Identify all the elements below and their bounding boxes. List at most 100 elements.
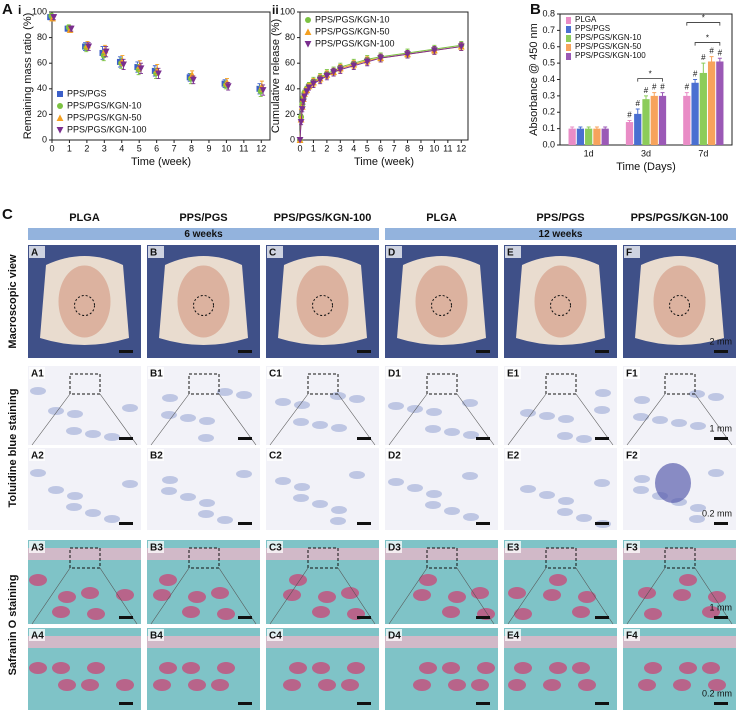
y-tick-label: 0: [42, 134, 47, 144]
micrograph: B3: [147, 540, 260, 625]
row-label: Macroscopic view: [7, 254, 19, 349]
marker: [259, 87, 267, 94]
cell-label: F1: [626, 369, 638, 380]
cell-label-bg: [29, 367, 45, 379]
micrograph: E4: [504, 628, 617, 710]
stain: [199, 499, 215, 507]
legend-label: PPS/PGS/KGN-10: [315, 14, 390, 24]
stain: [463, 513, 479, 521]
legend-swatch: [566, 17, 571, 24]
stain: [293, 418, 309, 426]
zoom-box: [307, 547, 339, 569]
error-bar: [635, 108, 640, 119]
stain: [66, 427, 82, 435]
stain: [180, 493, 196, 501]
marker: [296, 137, 304, 144]
x-tick-label: 8: [405, 143, 410, 153]
zoom-line: [388, 393, 495, 446]
zoom-line: [507, 393, 614, 446]
cell-label-bg: [267, 367, 283, 379]
zoom-line: [507, 567, 614, 625]
cell-label: D1: [388, 369, 401, 380]
marker: [305, 84, 313, 92]
scale-bar: [476, 437, 490, 440]
cell-label-bg: [148, 246, 164, 258]
bone: [578, 679, 596, 691]
scale-bar: [238, 702, 252, 705]
bone: [508, 587, 526, 599]
x-tick-label: 10: [429, 143, 439, 153]
marker: [56, 127, 64, 134]
bone: [673, 679, 691, 691]
error-bar: [652, 92, 657, 100]
x-tick-label: 2: [324, 143, 329, 153]
stain: [331, 424, 347, 432]
cell-label-bg: [386, 367, 402, 379]
scale-bar: [119, 437, 133, 440]
bar: [576, 128, 585, 145]
tissue-core: [534, 265, 587, 338]
marker: [56, 114, 64, 121]
legend-label: PPS/PGS/KGN-100: [575, 51, 646, 60]
micrograph: C4: [266, 628, 379, 710]
cell-label-bg: [505, 449, 521, 461]
panel-label: A: [2, 1, 13, 18]
stain: [85, 509, 101, 517]
stain: [558, 415, 574, 423]
image-bg: [623, 366, 736, 445]
stain: [426, 490, 442, 498]
error-bar: [693, 79, 698, 87]
error-bar: [701, 62, 706, 83]
annotation: #: [701, 53, 706, 62]
bone: [283, 679, 301, 691]
cell-label: E3: [507, 543, 520, 554]
scale-bar: [357, 616, 371, 619]
scale-bar: [357, 702, 371, 705]
bone: [413, 589, 431, 601]
image-bg: [504, 366, 617, 445]
legend-swatch: [566, 35, 571, 42]
column-header: PPS/PGS/KGN-100: [631, 212, 729, 224]
zoom-line: [269, 567, 376, 625]
column-header: PPS/PGS: [536, 212, 584, 224]
bone: [448, 679, 466, 691]
cell-label: F4: [626, 631, 638, 642]
zoom-box: [426, 373, 458, 395]
stain: [104, 433, 120, 441]
stain: [104, 515, 120, 523]
cell-label: D2: [388, 451, 401, 462]
bone: [58, 591, 76, 603]
bar: [601, 128, 609, 145]
marker: [330, 69, 337, 76]
stain: [180, 414, 196, 422]
cartilage: [623, 548, 736, 560]
stain: [331, 506, 347, 514]
cell-label-bg: [29, 541, 45, 553]
x-tick-label: 0: [297, 143, 302, 153]
stain: [161, 487, 177, 495]
scale-bar: [595, 616, 609, 619]
x-tick-label: 11: [239, 143, 248, 153]
cell-label-bg: [29, 629, 45, 641]
x-tick-label: 2: [84, 143, 89, 153]
stain: [520, 485, 536, 493]
micrograph: D: [385, 245, 498, 358]
x-tick-label: 3: [102, 143, 107, 153]
micrograph: E2: [504, 448, 617, 530]
cell-label-bg: [624, 629, 640, 641]
group-bar: [28, 228, 379, 240]
cell-label: E: [507, 248, 514, 259]
marker: [298, 106, 306, 113]
stain: [634, 475, 650, 483]
image-bg: [147, 366, 260, 445]
legend-label: PPS/PGS/KGN-100: [67, 124, 147, 134]
bracket-label: *: [649, 70, 652, 79]
marker: [431, 47, 438, 54]
tissue-core: [58, 265, 111, 338]
error-bar: [594, 126, 599, 131]
defect-circle: [669, 295, 690, 316]
y-axis-label: Cumulative release (%): [270, 19, 282, 133]
y-axis-label: Remaining mass ratio (%): [22, 13, 34, 140]
x-tick-label: 5: [137, 143, 142, 153]
x-tick-label: 1: [67, 143, 72, 153]
